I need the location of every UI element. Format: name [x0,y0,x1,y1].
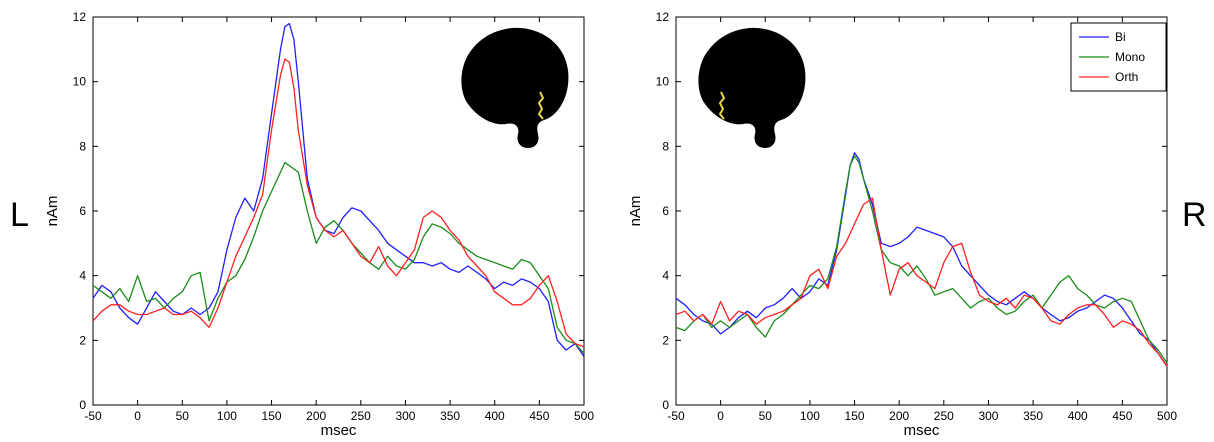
x-axis-label: msec [904,422,940,439]
y-tick-label: 4 [79,269,86,283]
y-tick-label: 2 [79,333,86,347]
x-tick-label: 200 [306,409,326,423]
x-tick-label: 150 [845,409,865,423]
y-axis-label: nAm [627,196,644,227]
legend-label-orth: Orth [1115,70,1138,84]
y-tick-label: 12 [73,10,87,24]
x-tick-label: 300 [395,409,415,423]
series-line-mono [675,155,1168,364]
x-tick-label: 50 [176,409,190,423]
legend-label-mono: Mono [1115,50,1145,64]
x-tick-label: 450 [529,409,549,423]
y-tick-label: 12 [656,10,670,24]
y-tick-label: 8 [662,139,669,153]
brain-inset-image [698,27,806,148]
activation-highlight [537,91,545,120]
x-tick-label: 50 [759,409,773,423]
series-line-bi [675,152,1168,367]
right-hemisphere-label: R [1182,196,1207,234]
left-hemisphere-label: L [10,196,29,234]
x-tick-label: 400 [1068,409,1088,423]
x-tick-label: 100 [217,409,237,423]
brain-inset-image [461,27,569,148]
legend-label-bi: Bi [1115,30,1126,44]
y-tick-label: 2 [662,333,669,347]
y-tick-label: 6 [662,204,669,218]
series-line-orth [675,197,1168,367]
y-tick-label: 10 [73,75,87,89]
y-tick-label: 0 [79,398,86,412]
x-tick-label: 200 [889,409,909,423]
x-tick-label: 250 [351,409,371,423]
chart-panel-l: -50 0 50 100 150 200 250 300 350 400 450 5000246810… [44,10,594,439]
series-line-mono [92,161,585,354]
series-line-orth [92,58,585,348]
x-tick-label: 350 [1023,409,1043,423]
x-tick-label: 450 [1112,409,1132,423]
x-tick-label: 500 [574,409,594,423]
y-tick-label: 0 [662,398,669,412]
x-tick-label: -50 [667,409,685,423]
x-tick-label: 0 [717,409,724,423]
x-tick-label: -50 [84,409,102,423]
y-tick-label: 6 [79,204,86,218]
x-tick-label: 0 [134,409,141,423]
y-tick-label: 8 [79,139,86,153]
brain-silhouette [698,27,806,148]
y-tick-label: 4 [662,269,669,283]
chart-panel-r: -50 0 50 100 150 200 250 300 350 400 450 5000246810… [627,10,1177,439]
x-tick-label: 400 [485,409,505,423]
y-tick-label: 10 [656,75,670,89]
x-tick-label: 150 [262,409,282,423]
x-axis-label: msec [321,422,357,439]
y-axis-label: nAm [44,196,61,227]
x-tick-label: 100 [800,409,820,423]
legend: Bi Mono Orth [1070,22,1167,92]
x-tick-label: 250 [934,409,954,423]
x-tick-label: 300 [978,409,998,423]
x-tick-label: 500 [1157,409,1177,423]
x-tick-label: 350 [440,409,460,423]
series-line-bi [92,22,585,357]
activation-highlight [718,91,726,120]
